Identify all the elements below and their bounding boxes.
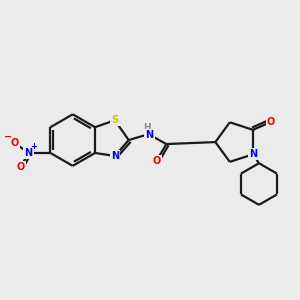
Text: N: N xyxy=(25,148,33,158)
Text: O: O xyxy=(11,138,19,148)
Text: H: H xyxy=(143,123,150,132)
Text: O: O xyxy=(267,117,275,127)
Text: N: N xyxy=(111,151,119,161)
Text: S: S xyxy=(111,115,118,125)
Text: N: N xyxy=(249,149,257,159)
Text: N: N xyxy=(146,130,154,140)
Text: −: − xyxy=(4,132,12,142)
Text: O: O xyxy=(16,162,25,172)
Text: +: + xyxy=(30,142,37,151)
Text: O: O xyxy=(152,156,160,166)
